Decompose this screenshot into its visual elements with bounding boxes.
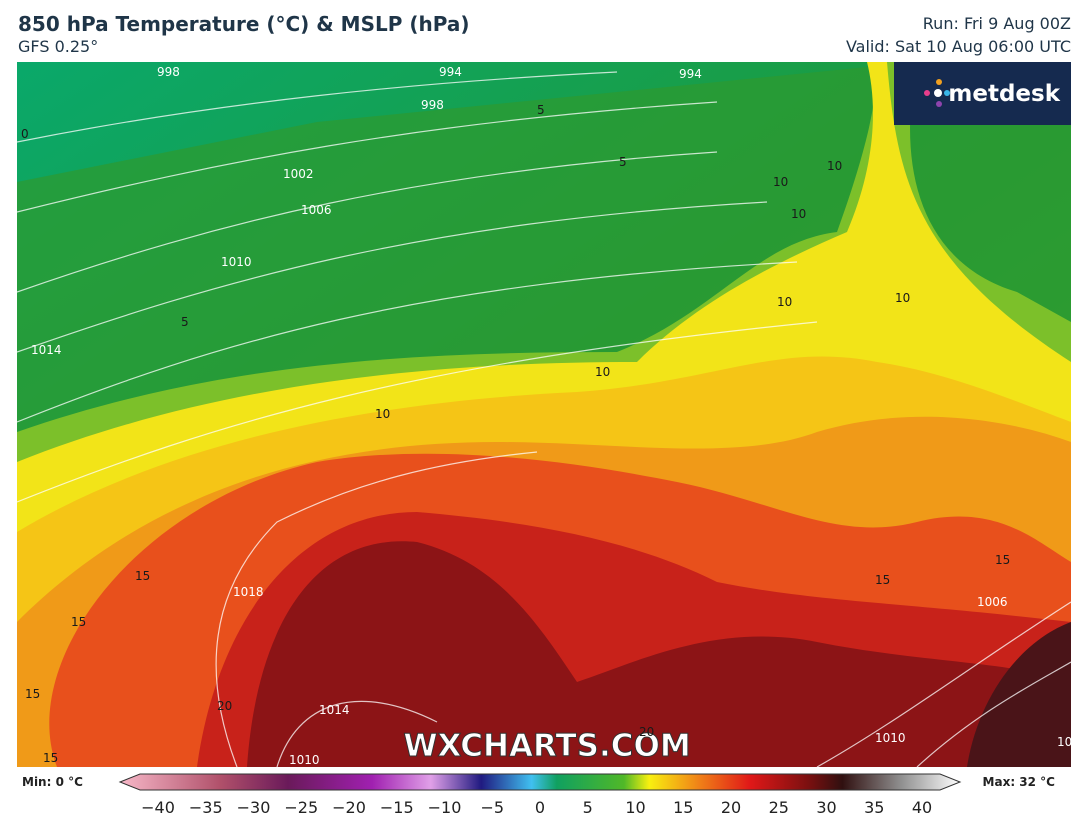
contour-label: 15 (875, 573, 890, 587)
contour-label: 10 (791, 207, 806, 221)
logo-mark (924, 79, 950, 107)
contour-label: 1010 (289, 753, 320, 767)
contour-label: 10 (595, 365, 610, 379)
contour-label: 1010 (221, 255, 252, 269)
valid-time: Valid: Sat 10 Aug 06:00 UTC (845, 37, 1071, 56)
contour-label: 10 (827, 159, 842, 173)
legend-tick-label: 20 (721, 798, 741, 817)
legend-tick-label: −10 (428, 798, 462, 817)
contour-label: 0 (21, 127, 29, 141)
contour-label: 1014 (319, 703, 350, 717)
legend-tick-label: 5 (583, 798, 593, 817)
legend-tick-label: 40 (912, 798, 932, 817)
legend-tick-label: −40 (141, 798, 175, 817)
contour-label: 5 (619, 155, 627, 169)
legend-tick-label: 30 (816, 798, 836, 817)
contour-label: 15 (995, 553, 1010, 567)
contour-label: 5 (537, 103, 545, 117)
contour-label: 15 (43, 751, 58, 765)
watermark: WXCHARTS.COM (403, 728, 690, 764)
contour-label: 1002 (283, 167, 314, 181)
contour-label: 998 (421, 98, 444, 112)
contour-label: 1014 (31, 343, 62, 357)
legend-tick-label: −15 (380, 798, 414, 817)
model: GFS 0.25° (18, 37, 99, 56)
legend-tick-label: −5 (480, 798, 504, 817)
contour-label: 10 (777, 295, 792, 309)
contour-label: 994 (439, 65, 462, 79)
contour-label: 10 (895, 291, 910, 305)
contour-label: 1002 (1057, 735, 1071, 749)
legend: Min: 0 °C Max: 32 °C −40 −35 −30 −25 −20 −15−… (22, 773, 1056, 817)
run-time: Run: Fri 9 Aug 00Z (922, 14, 1071, 33)
contour-label: 1018 (233, 585, 264, 599)
contour-label: 15 (25, 687, 40, 701)
contour-label: 20 (217, 699, 232, 713)
contour-label: 1006 (977, 595, 1008, 609)
legend-tick-label: −35 (189, 798, 223, 817)
legend-min: Min: 0 °C (22, 775, 83, 789)
contour-label: 994 (679, 67, 702, 81)
contour-label: 20 (639, 725, 654, 739)
legend-tick-label: 25 (769, 798, 789, 817)
contour-label: 10 (773, 175, 788, 189)
contour-label: 15 (71, 615, 86, 629)
contour-label: 1006 (301, 203, 332, 217)
contour-label: 10 (375, 407, 390, 421)
legend-tick-label: 10 (625, 798, 645, 817)
legend-tick-label: 15 (673, 798, 693, 817)
contour-label: 5 (181, 315, 189, 329)
map: metdesk WXCHARTS.COM 998 994 9949981002100… (17, 62, 1071, 767)
legend-tick-label: −25 (284, 798, 318, 817)
legend-tick-label: −20 (332, 798, 366, 817)
legend-tick-label: −30 (237, 798, 271, 817)
contour-label: 1010 (875, 731, 906, 745)
title: 850 hPa Temperature (°C) & MSLP (hPa) (18, 12, 470, 36)
legend-max: Max: 32 °C (983, 775, 1056, 789)
legend-tick-label: 0 (535, 798, 545, 817)
contour-label: 998 (157, 65, 180, 79)
contour-label: 15 (135, 569, 150, 583)
logo: metdesk (948, 81, 1060, 107)
legend-tick-label: 35 (864, 798, 884, 817)
